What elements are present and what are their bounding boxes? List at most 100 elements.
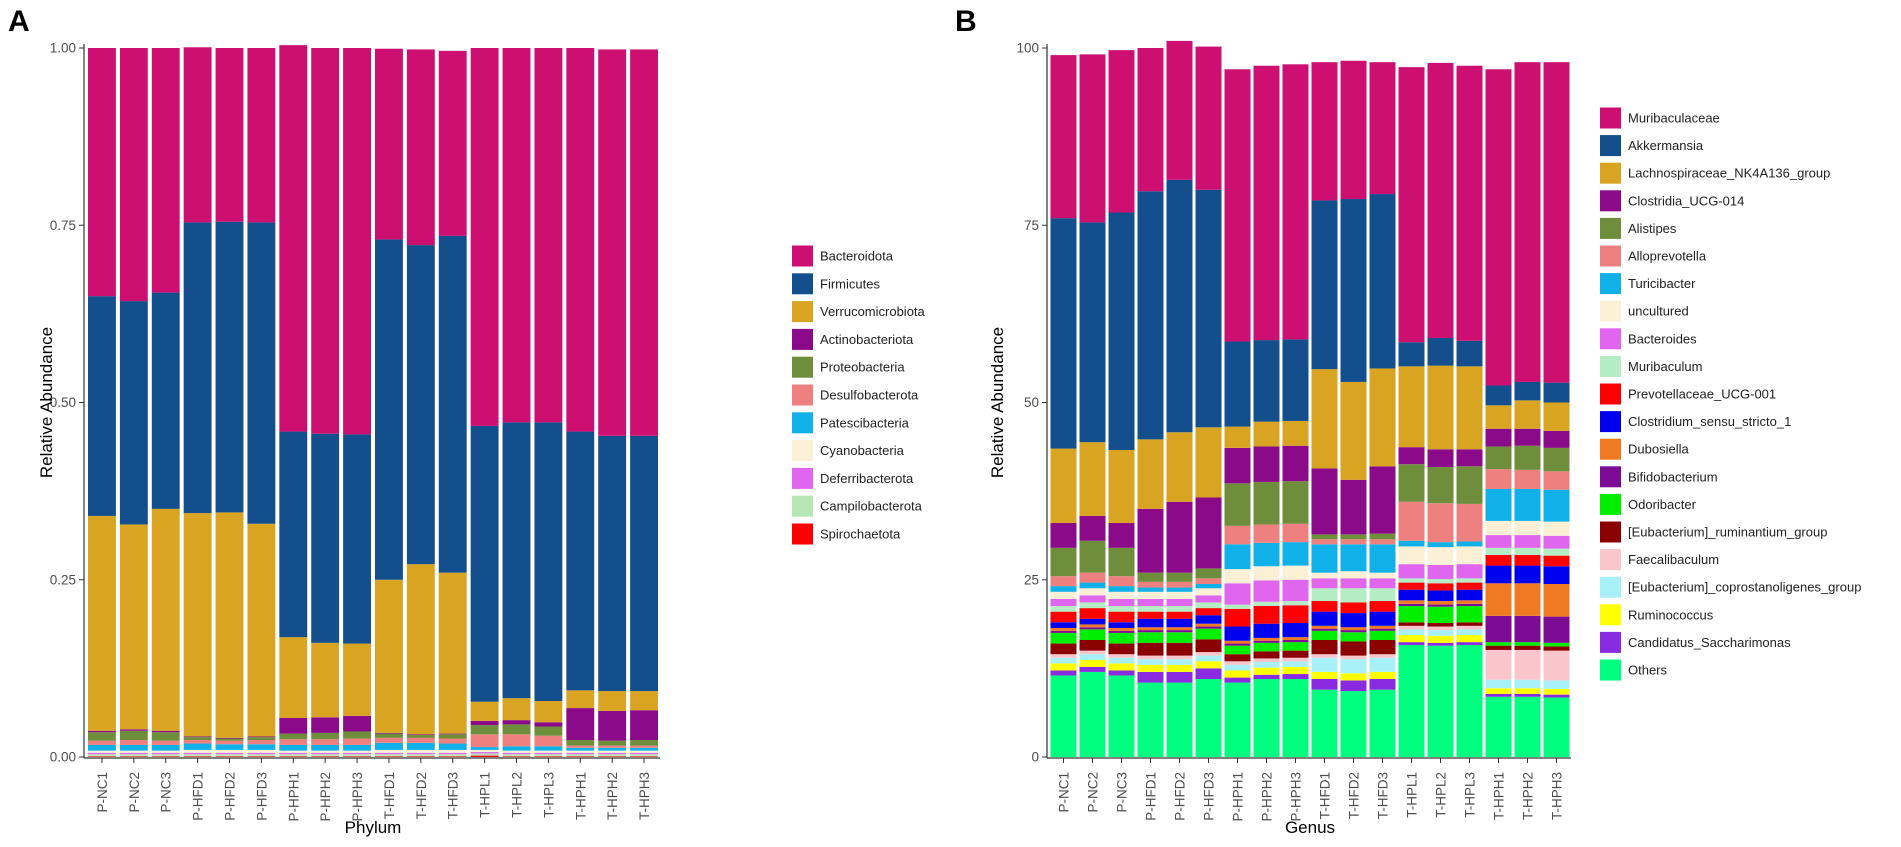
bar-segment [1282, 637, 1309, 641]
bar-segment [1079, 442, 1106, 516]
x-tick-label: T-HPL2 [510, 772, 525, 818]
bar-segment [1427, 642, 1454, 646]
bar-segment [1398, 622, 1425, 626]
bar-segment [598, 752, 627, 755]
bar-segment [1340, 655, 1367, 660]
bar-segment [1456, 503, 1483, 542]
bar-segment [1514, 688, 1541, 694]
bar-segment [1340, 571, 1367, 579]
bar-segment [1369, 671, 1396, 680]
bar-segment [247, 754, 276, 757]
bar-segment [1079, 572, 1106, 583]
bar-segment [502, 750, 531, 753]
bar-segment [1369, 611, 1396, 626]
bar-segment [1108, 450, 1135, 524]
bar-segment [247, 749, 276, 753]
bar-segment [119, 48, 148, 302]
bar-segment [1224, 604, 1251, 609]
bar-segment [1340, 680, 1367, 692]
bar-segment [1079, 618, 1106, 625]
bar-segment [1195, 427, 1222, 498]
bar-segment [598, 435, 627, 692]
x-tick-label: T-HPH1 [573, 772, 588, 820]
bar-segment [88, 732, 116, 741]
bar-segment [1108, 50, 1135, 213]
bar-segment [1369, 539, 1396, 545]
bar-segment [1514, 583, 1541, 616]
bar-segment [151, 740, 180, 745]
bar-segment [1427, 579, 1454, 584]
bar-segment [1514, 489, 1541, 521]
x-tick-label: P-HPH1 [286, 772, 301, 822]
bar-segment [630, 739, 658, 746]
bar-stack [534, 48, 563, 757]
legend-label: Others [1628, 663, 1668, 678]
bar-segment [1485, 535, 1512, 548]
bar-segment [1108, 675, 1135, 757]
legend-label: Proteobacteria [820, 360, 905, 375]
x-tick-label: T-HPL1 [1405, 772, 1420, 818]
bar-segment [1282, 579, 1309, 602]
bar-segment [1369, 601, 1396, 612]
bar-segment [1108, 630, 1135, 633]
bar-segment [1514, 642, 1541, 646]
bar-segment [343, 750, 371, 753]
bar-segment [1282, 650, 1309, 658]
bar-segment [1079, 629, 1106, 641]
legend-swatch [792, 245, 813, 267]
bar-segment [1108, 576, 1135, 587]
bar-segment [1050, 643, 1077, 655]
bar-segment [1311, 679, 1338, 690]
bar-segment [1137, 439, 1164, 509]
bar-segment [1166, 627, 1193, 631]
x-tick-label: P-HFD3 [1202, 772, 1217, 821]
bar-segment [1456, 449, 1483, 467]
bar-segment [1369, 572, 1396, 579]
legend-label: Cyanobacteria [820, 443, 905, 458]
bar-segment [502, 724, 531, 735]
bar-segment [1137, 587, 1164, 592]
bar-segment [375, 732, 403, 734]
bar-segment [1079, 540, 1106, 573]
x-tick-label: P-NC2 [127, 772, 142, 813]
bar-segment [1282, 666, 1309, 675]
bar-stack [1456, 65, 1483, 757]
bar-segment [566, 747, 595, 751]
bar-segment [1253, 651, 1280, 659]
bar-segment [1543, 535, 1570, 549]
panel-label-b: B [955, 5, 977, 38]
bar-segment [1543, 697, 1570, 757]
bar-segment [1369, 640, 1396, 655]
bar-segment [1166, 611, 1193, 619]
bar-segment [1543, 62, 1570, 383]
bar-segment [1543, 471, 1570, 490]
bar-segment [1224, 447, 1251, 484]
bar-segment [1050, 611, 1077, 623]
bar-segment [375, 742, 403, 750]
bar-segment [1253, 65, 1280, 341]
bar-segment [1137, 191, 1164, 440]
bar-segment [151, 744, 180, 751]
bar-segment [438, 572, 467, 734]
bar-segment [1427, 645, 1454, 757]
bar-segment [1137, 605, 1164, 612]
bar-segment [1195, 608, 1222, 616]
bar-segment [566, 745, 595, 748]
bar-segment [88, 756, 116, 757]
bar-segment [1195, 588, 1222, 596]
bar-segment [1224, 664, 1251, 671]
bar-segment [1456, 600, 1483, 604]
bar-segment [119, 754, 148, 757]
bar-stack [438, 50, 467, 757]
bar-stack [502, 48, 531, 757]
bar-segment [1485, 615, 1512, 643]
bar-segment [1137, 48, 1164, 192]
bar-segment [247, 222, 276, 524]
bar-segment [1195, 584, 1222, 589]
bar-segment [1427, 601, 1454, 605]
bar-segment [438, 733, 467, 735]
bar-segment [438, 738, 467, 744]
bar-segment [183, 513, 212, 737]
bar-stack [88, 48, 116, 757]
bar-segment [1224, 608, 1251, 627]
